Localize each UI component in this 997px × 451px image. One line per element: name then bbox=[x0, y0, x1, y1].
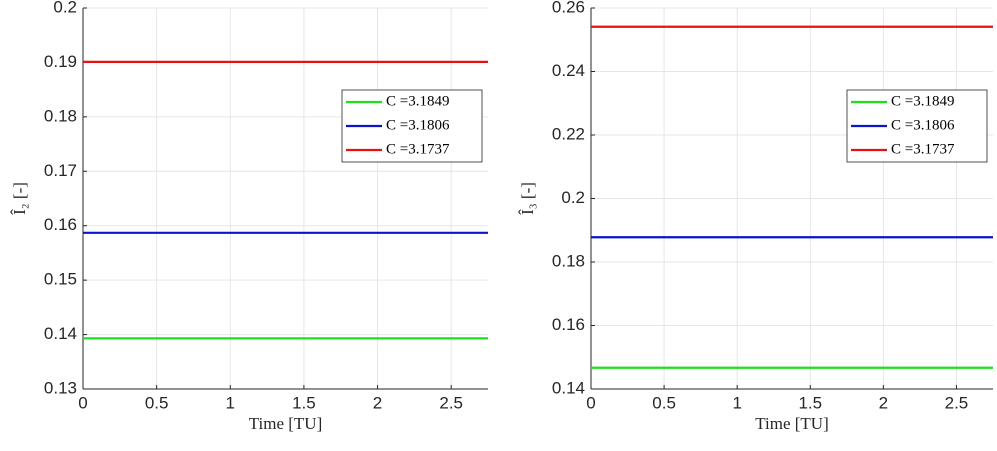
chart: 0.13 0.14 0.15 0.16 0.17 0.18 0.19 0.2 0 0.5 1 1.5 2… bbox=[10, 0, 488, 433]
y-tick-label: 0.15 bbox=[44, 270, 77, 289]
legend-label: C =3.1849 bbox=[891, 93, 954, 109]
y-tick-label: 0.2 bbox=[561, 188, 585, 207]
y-tick-label: 0.19 bbox=[44, 52, 77, 71]
x-tick-label: 2.5 bbox=[439, 393, 463, 412]
legend-label: C =3.1806 bbox=[386, 117, 450, 133]
x-tick-label: 1.5 bbox=[798, 393, 822, 412]
x-tick-label: 0 bbox=[586, 393, 595, 412]
y-tick-label: 0.26 bbox=[552, 0, 585, 16]
y-axis-label: Î₂ [-] bbox=[10, 182, 29, 215]
y-tick-label: 0.13 bbox=[44, 378, 77, 397]
x-tick-label: 0 bbox=[78, 393, 87, 412]
x-tick-label: 2 bbox=[879, 393, 888, 412]
plot-area bbox=[83, 8, 488, 389]
y-tick-label: 0.14 bbox=[44, 324, 77, 343]
legend-label: C =3.1806 bbox=[891, 117, 955, 133]
y-tick-label: 0.22 bbox=[552, 124, 585, 143]
x-tick-label: 0.5 bbox=[145, 393, 169, 412]
y-tick-label: 0.16 bbox=[552, 315, 585, 334]
x-tick-label: 2.5 bbox=[945, 393, 969, 412]
x-tick-label: 2 bbox=[373, 393, 382, 412]
y-tick-label: 0.17 bbox=[44, 161, 77, 180]
legend-label: C =3.1737 bbox=[891, 141, 955, 157]
legend-label: C =3.1849 bbox=[386, 93, 449, 109]
x-tick-label: 1 bbox=[226, 393, 235, 412]
y-axis-label: Î₃ [-] bbox=[518, 182, 537, 215]
y-tick-label: 0.24 bbox=[552, 61, 585, 80]
y-tick-label: 0.16 bbox=[44, 215, 77, 234]
x-tick-label: 1.5 bbox=[292, 393, 316, 412]
x-tick-label: 0.5 bbox=[652, 393, 676, 412]
legend-label: C =3.1737 bbox=[386, 141, 450, 157]
x-tick-label: 1 bbox=[732, 393, 741, 412]
y-tick-label: 0.2 bbox=[53, 0, 77, 16]
y-tick-label: 0.18 bbox=[552, 251, 585, 270]
y-tick-label: 0.14 bbox=[552, 378, 585, 397]
x-axis-label: Time [TU] bbox=[249, 414, 323, 433]
chart: 0.14 0.16 0.18 0.2 0.22 0.24 0.26 0 0.5 1 1.5 2 2.5 T… bbox=[518, 0, 993, 433]
x-axis-label: Time [TU] bbox=[755, 414, 829, 433]
y-tick-label: 0.18 bbox=[44, 106, 77, 125]
